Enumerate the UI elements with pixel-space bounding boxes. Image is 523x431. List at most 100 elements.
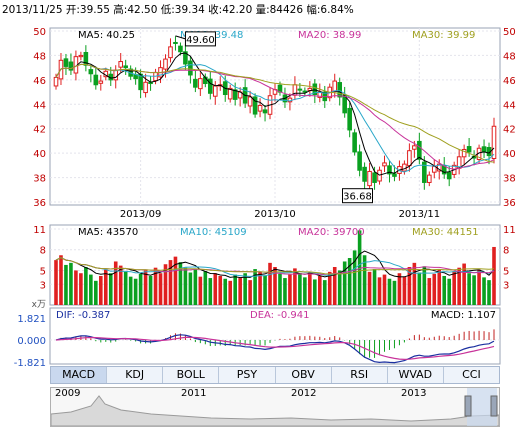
volume-bar	[337, 270, 342, 305]
candle-body	[337, 82, 343, 98]
volume-bar	[442, 275, 447, 305]
candle-body	[168, 46, 173, 59]
candle-body	[247, 96, 253, 107]
price-tick-right: 50	[503, 27, 516, 38]
volume-bar	[308, 271, 312, 305]
tab-kdj[interactable]: KDJ	[107, 367, 164, 383]
volume-bar	[238, 278, 242, 305]
price-tick-left: 42	[33, 125, 46, 136]
volume-ma30-line	[55, 257, 495, 275]
volume-bar	[487, 280, 491, 305]
volume-bar	[492, 246, 496, 305]
macd-tick-left: 0.000	[17, 336, 46, 347]
timeline-year-2009: 2009	[55, 388, 81, 399]
volume-bar	[367, 271, 372, 305]
candle-body	[207, 78, 213, 94]
price-tick-left: 48	[33, 51, 46, 62]
timeline-handle-left[interactable]	[464, 395, 472, 417]
volume-bar	[422, 266, 427, 305]
volume-bar	[243, 273, 247, 305]
price-tick-right: 46	[503, 76, 516, 87]
volume-bar	[153, 267, 158, 305]
indicator-tabs: MACD KDJ BOLL PSY OBV RSI WVAD CCI	[50, 366, 500, 384]
candle-body	[481, 146, 487, 153]
volume-bar	[168, 260, 173, 305]
macd-dea-line	[55, 336, 495, 361]
candle-body	[212, 85, 218, 97]
volume-bar	[158, 273, 163, 305]
tab-psy[interactable]: PSY	[219, 367, 276, 383]
volume-bar	[208, 278, 213, 305]
volume-ma-label: MA10: 45109	[180, 227, 247, 238]
volume-bar	[293, 268, 297, 305]
timeline-graph	[51, 388, 499, 426]
tab-obv[interactable]: OBV	[276, 367, 332, 383]
timeline-year-2012: 2012	[291, 388, 317, 399]
volume-bar	[412, 262, 417, 305]
price-tick-right: 42	[503, 125, 516, 136]
volume-bar	[477, 269, 481, 305]
candle-body	[417, 140, 422, 160]
volume-bar	[59, 255, 63, 305]
candle-body	[407, 150, 412, 167]
timeline-year-2011: 2011	[181, 388, 207, 399]
tab-wvad[interactable]: WVAD	[388, 367, 444, 383]
candle-body	[302, 90, 308, 93]
x-tick-label: 2013/10	[254, 209, 296, 220]
volume-bar	[138, 273, 143, 305]
tab-cci[interactable]: CCI	[462, 368, 481, 381]
volume-bar	[84, 267, 88, 305]
volume-bar	[273, 267, 277, 305]
volume-bar	[263, 275, 267, 305]
volume-tick-right: 5	[503, 266, 509, 277]
candle-body	[446, 171, 452, 180]
volume-tick-left: 3	[40, 280, 46, 291]
volume-bar	[278, 273, 282, 305]
price-tick-left: 50	[33, 27, 46, 38]
low-annotation-box	[342, 188, 373, 204]
volume-bar	[108, 273, 113, 305]
volume-bar	[193, 269, 198, 305]
volume-tick-left: 5	[40, 266, 46, 277]
volume-bar	[322, 280, 327, 305]
price-ma-label: MA5: 40.25	[78, 30, 135, 41]
volume-bar	[213, 273, 218, 305]
candle-body	[426, 174, 432, 183]
volume-bar	[128, 276, 133, 305]
tab-boll[interactable]: BOLL	[163, 367, 220, 383]
volume-bar	[352, 250, 357, 305]
timeline-handle-right[interactable]	[490, 395, 498, 417]
volume-bar	[148, 275, 153, 305]
volume-bar	[248, 280, 252, 305]
candle-body	[257, 105, 263, 112]
candle-body	[198, 78, 203, 90]
timeline-scroller[interactable]: 2009 2011 2012 2013	[50, 387, 500, 427]
volume-bar	[79, 273, 83, 305]
candle-body	[113, 69, 119, 81]
tab-rsi[interactable]: RSI	[332, 367, 388, 383]
volume-bar	[347, 258, 352, 305]
macd-dif-label: DIF: -0.387	[56, 310, 110, 321]
volume-bar	[198, 276, 203, 305]
candle-body	[342, 94, 347, 114]
tab-macd[interactable]: MACD	[51, 367, 108, 383]
volume-bar	[432, 273, 437, 305]
candle-body	[83, 51, 89, 66]
volume-bar	[427, 278, 432, 305]
high-annotation-label: 49.60	[186, 35, 215, 46]
volume-bar	[327, 271, 332, 305]
timeline-year-2013: 2013	[401, 388, 427, 399]
volume-bar	[332, 267, 337, 305]
volume-bar	[253, 269, 257, 305]
macd-panel-frame	[49, 307, 501, 365]
volume-bar	[357, 230, 362, 305]
price-tick-right: 38	[503, 174, 516, 185]
volume-bar	[313, 279, 317, 305]
x-tick-label: 2013/09	[120, 209, 162, 220]
volume-tick-right: 11	[503, 225, 516, 236]
volume-bar	[342, 261, 347, 305]
volume-bar	[362, 255, 367, 305]
macd-tick-left: 1.821	[17, 314, 46, 325]
price-ma-label: MA20: 38.99	[298, 30, 361, 41]
price-tick-left: 38	[33, 174, 46, 185]
